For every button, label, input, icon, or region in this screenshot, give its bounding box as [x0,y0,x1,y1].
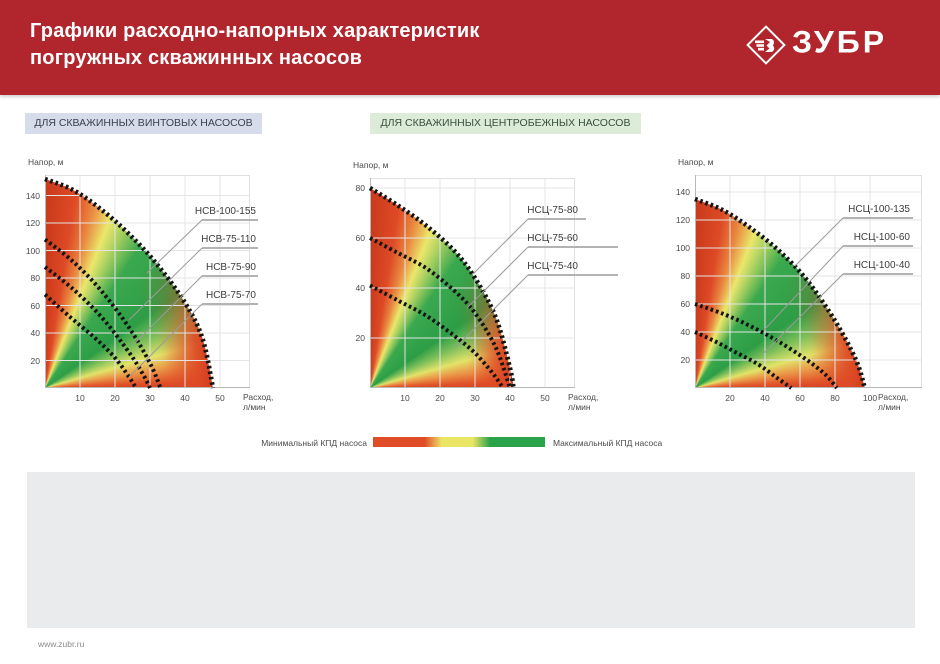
x-tick-label: 20 [435,393,445,403]
x-tick-label: 50 [215,393,225,403]
curve-label-НСЦ-75-40: НСЦ-75-40 [527,261,578,272]
x-tick-label: 100 [862,393,878,403]
curve-label-НСЦ-75-60: НСЦ-75-60 [527,233,578,244]
section-badge-screw-pumps: ДЛЯ СКВАЖИННЫХ ВИНТОВЫХ НАСОСОВ [25,113,262,134]
zubr-bison-icon [755,39,775,52]
x-tick-label: 20 [725,393,735,403]
y-tick-label: 140 [25,190,40,201]
page-title-line2: погружных скважинных насосов [30,47,363,69]
y-tick-label: 100 [675,243,690,253]
y-axis-label: Напор, м [353,160,389,170]
site-url[interactable]: www.zubr.ru [38,639,85,649]
y-axis-label: Напор, м [28,157,64,167]
y-tick-label: 120 [675,215,690,225]
y-tick-label: 20 [30,355,40,366]
curve-label-НСВ-75-90: НСВ-75-90 [205,262,256,273]
y-tick-label: 60 [680,299,690,309]
header: Графики расходно-напорных характеристик … [0,0,940,95]
section-badge-centrifugal-pumps: ДЛЯ СКВАЖИННЫХ ЦЕНТРОБЕЖНЫХ НАСОСОВ [370,113,641,134]
page-title-line1: Графики расходно-напорных характеристик [30,20,480,42]
y-tick-label: 80 [680,271,690,281]
x-tick-label: 50 [540,393,550,403]
curve-label-НСЦ-100-60: НСЦ-100-60 [853,232,910,243]
y-tick-label: 60 [30,300,40,311]
x-tick-label: 30 [145,393,155,403]
x-tick-label: 10 [400,393,410,403]
y-tick-label: 120 [25,218,40,228]
x-tick-label: 40 [760,393,770,403]
legend-min-label: Минимальный КПД насоса [261,438,367,448]
curve-label-НСЦ-75-80: НСЦ-75-80 [527,205,578,216]
curve-label-НСВ-75-70: НСВ-75-70 [205,290,256,301]
curve-label-НСВ-75-110: НСВ-75-110 [201,234,256,245]
x-tick-label: 40 [180,393,190,403]
pump-curve-НСВ-75-90 [43,265,152,389]
y-tick-label: 40 [680,327,690,337]
efficiency-gradient-bar [373,437,545,447]
curve-label-НСЦ-100-135: НСЦ-100-135 [848,204,910,215]
pump-curve-НСЦ-100-60 [694,302,839,390]
y-tick-label: 100 [25,245,40,256]
y-tick-label: 20 [680,355,690,365]
y-axis-label: Напор, м [678,157,714,167]
x-tick-label: 40 [505,393,515,403]
pump-curve-НСЦ-75-40 [369,283,505,390]
x-axis-label: Расход, л/мин [243,392,274,412]
y-tick-label: 60 [355,233,365,243]
x-axis-label: Расход, л/мин [568,392,599,412]
curve-label-НСВ-100-155: НСВ-100-155 [194,206,256,217]
info-box: Скважинные насосы предназначены для подъ… [27,472,915,628]
x-tick-label: 80 [830,393,840,403]
pump-curve-НСВ-75-70 [43,293,138,390]
y-tick-label: 140 [675,187,690,197]
pump-curve-НСЦ-75-80 [368,186,516,389]
legend-max-label: Максимальный КПД насоса [553,438,663,448]
y-tick-label: 80 [355,183,365,193]
y-tick-label: 80 [30,273,40,283]
y-tick-label: 20 [355,333,365,343]
y-tick-label: 40 [355,283,365,293]
x-tick-label: 30 [470,393,480,403]
x-tick-label: 10 [75,393,85,403]
curve-label-НСЦ-100-40: НСЦ-100-40 [853,260,910,271]
x-tick-label: 60 [795,393,805,403]
page-title: Графики расходно-напорных характеристик … [30,18,480,72]
brand-logo-text: ЗУБР [792,24,888,60]
y-tick-label: 40 [30,328,40,338]
pump-curve-НСЦ-100-40 [694,330,793,390]
pump-curve-НСВ-75-110 [43,237,163,389]
x-tick-label: 20 [110,393,120,403]
x-axis-label: Расход, л/мин [878,392,909,412]
